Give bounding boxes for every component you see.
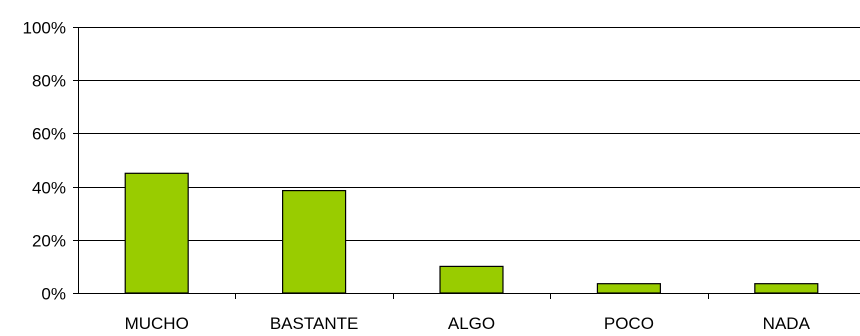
axes — [73, 27, 860, 299]
y-tick-label: 80% — [32, 72, 66, 91]
y-tick-label: 0% — [41, 285, 66, 304]
x-category-label: NADA — [763, 314, 811, 333]
y-tick-labels: 0% 20% 40% 60% 80% 100% — [23, 19, 66, 304]
bar-poco — [596, 283, 661, 294]
y-tick-label: 100% — [23, 19, 66, 38]
y-tick-label: 20% — [32, 232, 66, 251]
x-category-label: MUCHO — [125, 314, 189, 333]
bar-nada — [754, 283, 819, 294]
x-category-label: BASTANTE — [270, 314, 358, 333]
x-category-label: POCO — [604, 314, 654, 333]
bar-bastante — [282, 189, 347, 294]
x-category-labels: MUCHO BASTANTE ALGO POCO NADA — [125, 314, 811, 333]
bars — [124, 172, 819, 294]
x-category-label: ALGO — [448, 314, 495, 333]
y-tick-label: 60% — [32, 125, 66, 144]
y-tick-label: 40% — [32, 179, 66, 198]
bar-mucho — [124, 172, 189, 294]
bar-algo — [439, 265, 504, 294]
gridlines — [78, 27, 860, 241]
